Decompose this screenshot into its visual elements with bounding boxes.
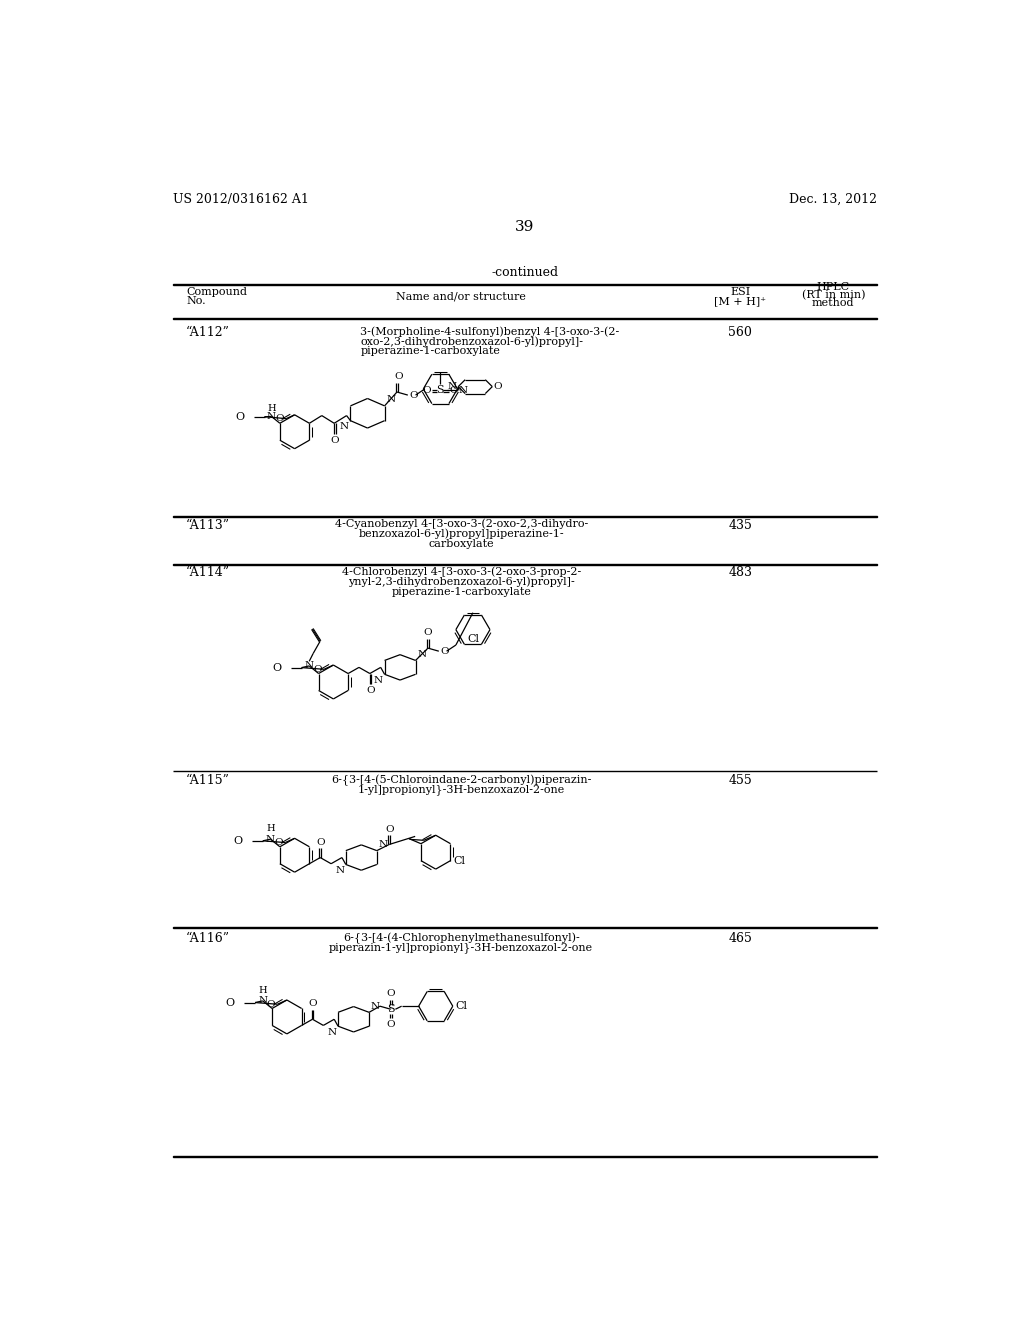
Text: O: O	[386, 990, 395, 998]
Text: S: S	[387, 1005, 394, 1014]
Text: 4-Chlorobenzyl 4-[3-oxo-3-(2-oxo-3-prop-2-: 4-Chlorobenzyl 4-[3-oxo-3-(2-oxo-3-prop-…	[342, 566, 581, 577]
Text: O: O	[367, 686, 375, 694]
Text: N: N	[447, 381, 457, 391]
Text: O: O	[225, 998, 234, 1007]
Text: H: H	[267, 404, 275, 413]
Text: N: N	[378, 840, 387, 849]
Text: 6-{3-[4-(4-Chlorophenylmethanesulfonyl)-: 6-{3-[4-(4-Chlorophenylmethanesulfonyl)-	[343, 932, 580, 944]
Text: 1-yl]propionyl}-3H-benzoxazol-2-one: 1-yl]propionyl}-3H-benzoxazol-2-one	[357, 784, 565, 795]
Text: H: H	[266, 824, 274, 833]
Text: O: O	[386, 1020, 395, 1030]
Text: H: H	[258, 986, 267, 995]
Text: piperazine-1-carboxylate: piperazine-1-carboxylate	[391, 586, 531, 597]
Text: O: O	[330, 436, 339, 445]
Text: N: N	[374, 676, 383, 685]
Text: Compound: Compound	[186, 286, 247, 297]
Text: O: O	[266, 999, 275, 1008]
Text: O: O	[440, 647, 449, 656]
Text: Dec. 13, 2012: Dec. 13, 2012	[788, 193, 877, 206]
Text: O: O	[424, 628, 432, 638]
Text: O: O	[450, 385, 459, 395]
Text: 4-Cyanobenzyl 4-[3-oxo-3-(2-oxo-2,3-dihydro-: 4-Cyanobenzyl 4-[3-oxo-3-(2-oxo-2,3-dihy…	[335, 519, 588, 529]
Text: N: N	[335, 866, 344, 875]
Text: (RT in min): (RT in min)	[802, 290, 865, 301]
Text: ynyl-2,3-dihydrobenzoxazol-6-yl)propyl]-: ynyl-2,3-dihydrobenzoxazol-6-yl)propyl]-	[348, 577, 574, 587]
Text: HPLC: HPLC	[817, 282, 850, 292]
Text: 465: 465	[728, 932, 753, 945]
Bar	[173, 284, 877, 285]
Text: O: O	[274, 838, 283, 847]
Text: N: N	[386, 395, 395, 404]
Bar	[173, 318, 877, 319]
Text: O: O	[308, 999, 316, 1008]
Text: -continued: -continued	[492, 267, 558, 280]
Text: N: N	[258, 997, 267, 1006]
Text: N: N	[266, 834, 275, 843]
Text: “A114”: “A114”	[186, 566, 230, 579]
Text: O: O	[394, 372, 402, 381]
Text: O: O	[236, 412, 245, 422]
Text: Name and/or structure: Name and/or structure	[396, 292, 526, 301]
Text: method: method	[812, 298, 854, 308]
Text: N: N	[371, 1002, 380, 1011]
Text: N: N	[459, 385, 468, 395]
Text: carboxylate: carboxylate	[428, 539, 494, 549]
Text: N: N	[340, 422, 349, 432]
Text: O: O	[316, 838, 325, 847]
Text: piperazine-1-carboxylate: piperazine-1-carboxylate	[360, 346, 501, 356]
Text: benzoxazol-6-yl)propyl]piperazine-1-: benzoxazol-6-yl)propyl]piperazine-1-	[358, 529, 564, 540]
Text: N: N	[417, 649, 426, 659]
Text: S: S	[436, 385, 444, 395]
Text: piperazin-1-yl]propionyl}-3H-benzoxazol-2-one: piperazin-1-yl]propionyl}-3H-benzoxazol-…	[329, 942, 593, 953]
Text: 3-(Morpholine-4-sulfonyl)benzyl 4-[3-oxo-3-(2-: 3-(Morpholine-4-sulfonyl)benzyl 4-[3-oxo…	[360, 326, 620, 337]
Text: US 2012/0316162 A1: US 2012/0316162 A1	[173, 193, 309, 206]
Text: 6-{3-[4-(5-Chloroindane-2-carbonyl)piperazin-: 6-{3-[4-(5-Chloroindane-2-carbonyl)piper…	[331, 775, 592, 785]
Text: No.: No.	[186, 296, 206, 306]
Text: “A116”: “A116”	[186, 932, 230, 945]
Text: N: N	[267, 412, 276, 421]
Text: 435: 435	[728, 519, 753, 532]
Text: Cl: Cl	[454, 855, 466, 866]
Text: 39: 39	[515, 220, 535, 234]
Text: Cl: Cl	[467, 634, 479, 644]
Text: O: O	[275, 414, 284, 424]
Text: “A113”: “A113”	[186, 519, 230, 532]
Text: Cl: Cl	[456, 1001, 468, 1011]
Text: “A112”: “A112”	[186, 326, 230, 339]
Text: O: O	[233, 836, 243, 846]
Text: 483: 483	[728, 566, 753, 579]
Text: 455: 455	[728, 775, 752, 788]
Text: O: O	[423, 385, 431, 395]
Text: 560: 560	[728, 326, 753, 339]
Text: O: O	[313, 665, 322, 673]
Text: [M + H]⁺: [M + H]⁺	[715, 296, 766, 306]
Text: O: O	[410, 391, 418, 400]
Text: “A115”: “A115”	[186, 775, 230, 788]
Text: ESI: ESI	[730, 286, 751, 297]
Text: O: O	[272, 663, 282, 673]
Text: N: N	[328, 1028, 337, 1036]
Text: O: O	[494, 381, 503, 391]
Text: O: O	[385, 825, 393, 834]
Text: N: N	[305, 661, 313, 671]
Text: oxo-2,3-dihydrobenzoxazol-6-yl)propyl]-: oxo-2,3-dihydrobenzoxazol-6-yl)propyl]-	[360, 337, 584, 347]
